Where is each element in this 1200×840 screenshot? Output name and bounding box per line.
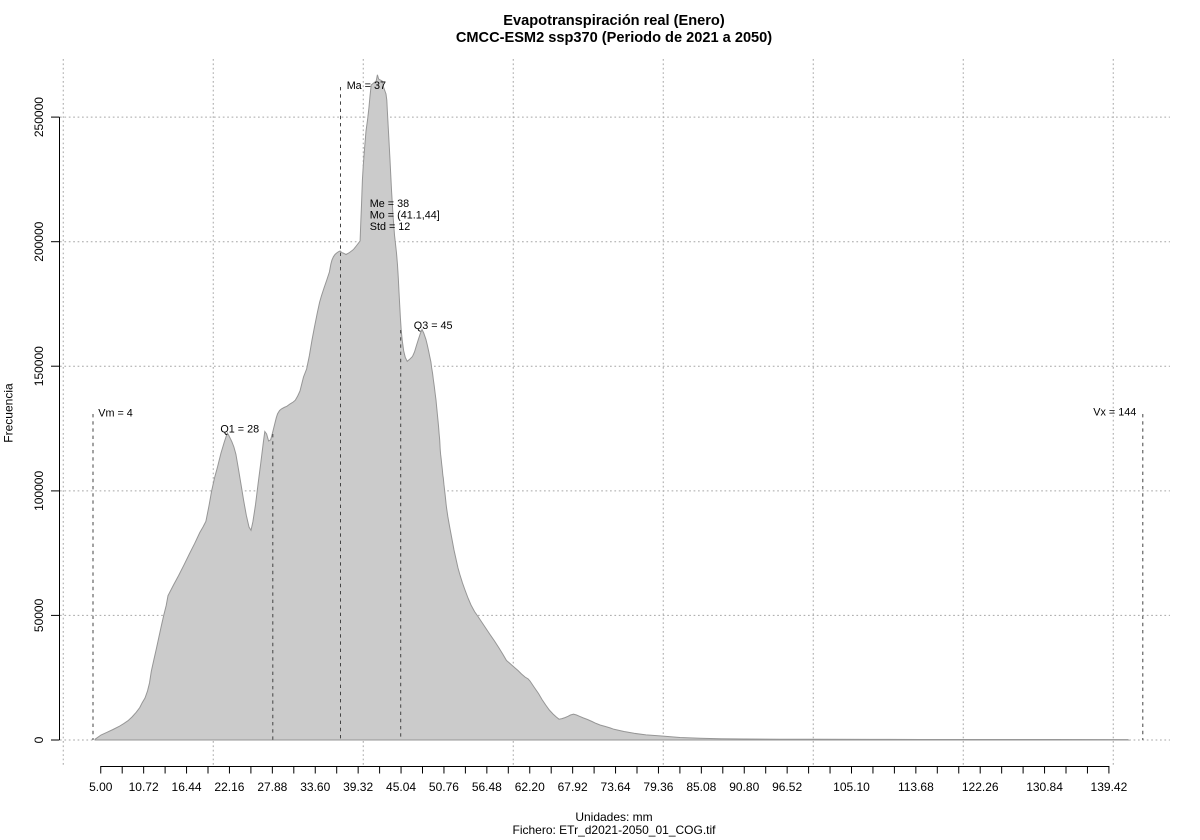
svg-text:100000: 100000 <box>32 471 46 511</box>
svg-text:200000: 200000 <box>32 221 46 261</box>
svg-text:5.00: 5.00 <box>89 780 113 794</box>
svg-text:73.64: 73.64 <box>601 780 631 794</box>
svg-text:39.32: 39.32 <box>343 780 373 794</box>
svg-text:Unidades: mm: Unidades: mm <box>575 810 652 824</box>
svg-text:90.80: 90.80 <box>729 780 759 794</box>
svg-text:50.76: 50.76 <box>429 780 459 794</box>
svg-text:10.72: 10.72 <box>129 780 159 794</box>
svg-text:Vx = 144: Vx = 144 <box>1093 407 1136 419</box>
svg-text:33.60: 33.60 <box>300 780 330 794</box>
svg-text:16.44: 16.44 <box>172 780 202 794</box>
svg-text:96.52: 96.52 <box>772 780 802 794</box>
svg-text:Ma = 37: Ma = 37 <box>347 80 386 92</box>
svg-text:139.42: 139.42 <box>1091 780 1128 794</box>
svg-text:113.68: 113.68 <box>898 780 934 794</box>
svg-text:Frecuencia: Frecuencia <box>2 383 16 443</box>
svg-text:85.08: 85.08 <box>686 780 716 794</box>
svg-text:56.48: 56.48 <box>472 780 502 794</box>
svg-text:250000: 250000 <box>32 97 46 137</box>
svg-text:67.92: 67.92 <box>558 780 588 794</box>
svg-text:22.16: 22.16 <box>214 780 244 794</box>
svg-text:CMCC-ESM2 ssp370 (Periodo de 2: CMCC-ESM2 ssp370 (Periodo de 2021 a 2050… <box>456 30 772 46</box>
svg-text:0: 0 <box>32 736 46 743</box>
svg-text:Q3 = 45: Q3 = 45 <box>414 320 453 332</box>
svg-text:130.84: 130.84 <box>1026 780 1063 794</box>
svg-text:Vm = 4: Vm = 4 <box>98 407 133 419</box>
svg-text:62.20: 62.20 <box>515 780 545 794</box>
svg-text:122.26: 122.26 <box>962 780 999 794</box>
svg-text:Me = 38: Me = 38 <box>370 198 409 210</box>
svg-text:150000: 150000 <box>32 346 46 386</box>
svg-text:79.36: 79.36 <box>643 780 673 794</box>
svg-text:105.10: 105.10 <box>833 780 870 794</box>
svg-text:45.04: 45.04 <box>386 780 416 794</box>
svg-text:27.88: 27.88 <box>257 780 287 794</box>
svg-text:Fichero: ETr_d2021-2050_01_COG: Fichero: ETr_d2021-2050_01_COG.tif <box>513 823 717 837</box>
svg-text:Std = 12: Std = 12 <box>370 221 411 233</box>
svg-text:50000: 50000 <box>32 598 46 632</box>
svg-text:Mo = (41.1,44]: Mo = (41.1,44] <box>370 210 440 222</box>
svg-text:Q1 = 28: Q1 = 28 <box>220 423 259 435</box>
svg-text:Evapotranspiración real (Enero: Evapotranspiración real (Enero) <box>503 13 725 29</box>
